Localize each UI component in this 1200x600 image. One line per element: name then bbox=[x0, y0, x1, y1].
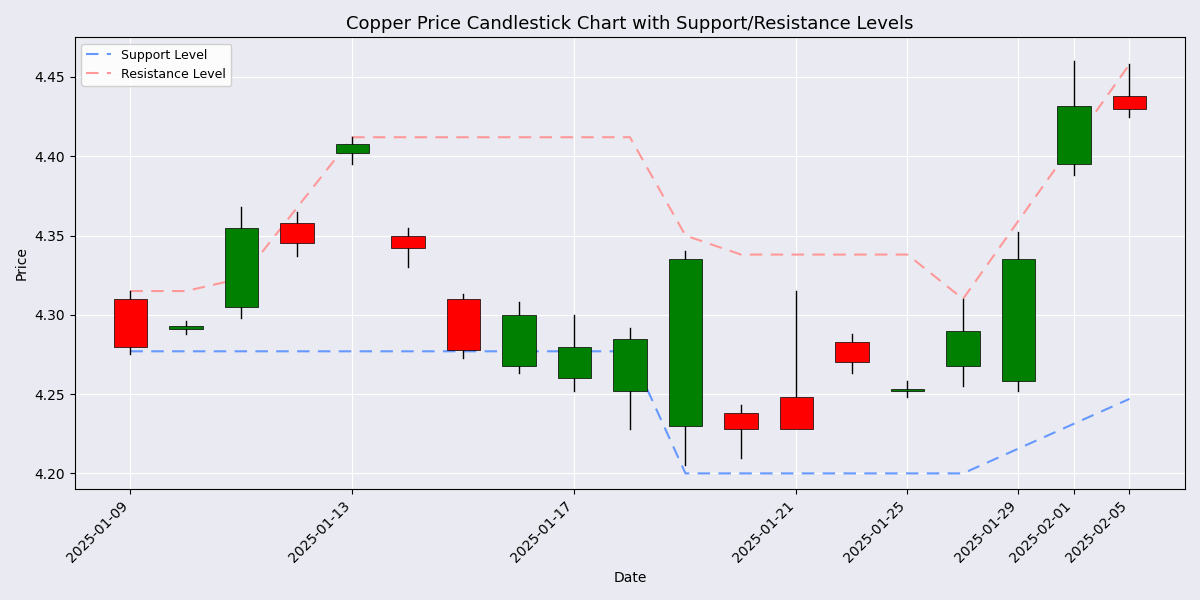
FancyBboxPatch shape bbox=[446, 299, 480, 350]
Support Level bbox=[456, 347, 470, 355]
Resistance Level bbox=[955, 295, 970, 302]
Support Level bbox=[1122, 395, 1136, 403]
Support Level bbox=[124, 347, 138, 355]
FancyBboxPatch shape bbox=[668, 259, 702, 426]
FancyBboxPatch shape bbox=[613, 338, 647, 391]
Support Level bbox=[733, 470, 748, 477]
FancyBboxPatch shape bbox=[224, 227, 258, 307]
Resistance Level bbox=[179, 287, 193, 295]
Resistance Level bbox=[845, 251, 859, 258]
Support Level bbox=[623, 347, 637, 355]
Resistance Level bbox=[234, 275, 248, 282]
FancyBboxPatch shape bbox=[114, 299, 148, 347]
Resistance Level bbox=[346, 134, 360, 141]
Resistance Level bbox=[900, 251, 914, 258]
FancyBboxPatch shape bbox=[503, 315, 535, 365]
Title: Copper Price Candlestick Chart with Support/Resistance Levels: Copper Price Candlestick Chart with Supp… bbox=[347, 15, 913, 33]
Line: Resistance Level: Resistance Level bbox=[131, 64, 1129, 299]
Support Level bbox=[845, 470, 859, 477]
Y-axis label: Price: Price bbox=[14, 247, 29, 280]
FancyBboxPatch shape bbox=[1002, 259, 1036, 382]
Legend: Support Level, Resistance Level: Support Level, Resistance Level bbox=[82, 44, 232, 86]
Resistance Level bbox=[623, 134, 637, 141]
FancyBboxPatch shape bbox=[890, 389, 924, 391]
Resistance Level bbox=[790, 251, 804, 258]
FancyBboxPatch shape bbox=[1057, 106, 1091, 164]
Support Level bbox=[955, 470, 970, 477]
FancyBboxPatch shape bbox=[391, 236, 425, 248]
FancyBboxPatch shape bbox=[169, 326, 203, 329]
FancyBboxPatch shape bbox=[1112, 96, 1146, 109]
Line: Support Level: Support Level bbox=[131, 351, 1129, 473]
X-axis label: Date: Date bbox=[613, 571, 647, 585]
Resistance Level bbox=[456, 134, 470, 141]
FancyBboxPatch shape bbox=[947, 331, 979, 365]
Resistance Level bbox=[1122, 61, 1136, 68]
Support Level bbox=[678, 470, 692, 477]
FancyBboxPatch shape bbox=[281, 223, 313, 244]
FancyBboxPatch shape bbox=[835, 342, 869, 362]
Resistance Level bbox=[124, 287, 138, 295]
FancyBboxPatch shape bbox=[725, 413, 757, 429]
FancyBboxPatch shape bbox=[780, 397, 814, 429]
Support Level bbox=[790, 470, 804, 477]
Resistance Level bbox=[678, 232, 692, 239]
FancyBboxPatch shape bbox=[558, 347, 592, 378]
FancyBboxPatch shape bbox=[336, 143, 370, 153]
Resistance Level bbox=[733, 251, 748, 258]
Support Level bbox=[900, 470, 914, 477]
